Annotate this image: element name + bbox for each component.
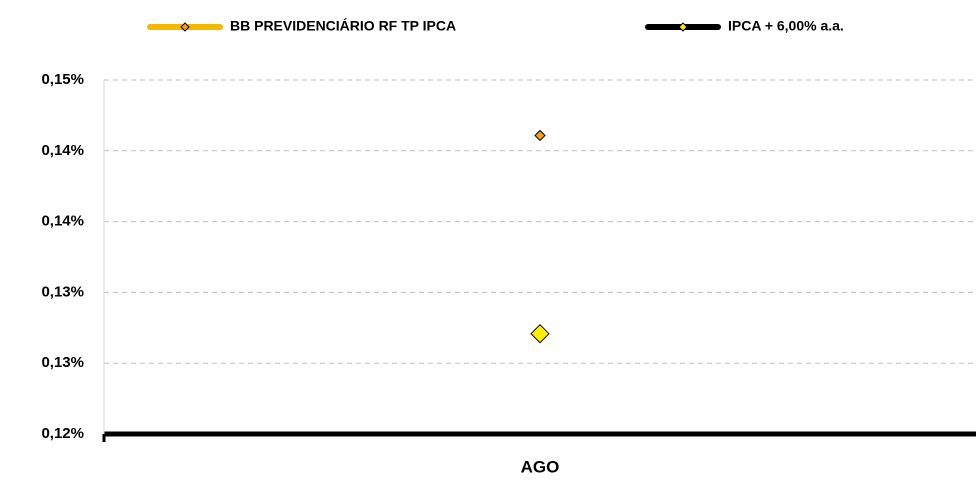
data-point	[530, 323, 550, 344]
y-tick-label: 0,13%	[41, 283, 84, 300]
y-tick-label: 0,12%	[41, 425, 84, 442]
y-tick-label: 0,14%	[41, 213, 84, 230]
legend-marker	[180, 22, 190, 32]
x-tick-label: AGO	[521, 457, 560, 476]
y-tick-label: 0,13%	[41, 354, 84, 371]
legend-label: IPCA + 6,00% a.a.	[728, 18, 844, 34]
data-point	[534, 129, 546, 142]
y-tick-label: 0,15%	[41, 71, 84, 88]
legend-marker	[678, 22, 688, 32]
y-tick-label: 0,14%	[41, 142, 84, 159]
legend-label: BB PREVIDENCIÁRIO RF TP IPCA	[230, 18, 456, 34]
